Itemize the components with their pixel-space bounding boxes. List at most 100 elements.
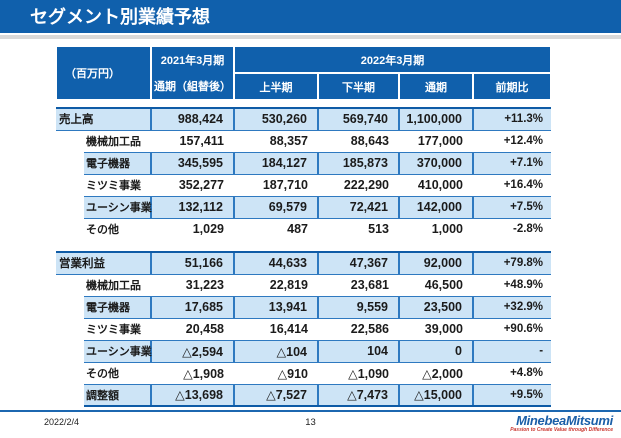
cell-value: 569,740 (317, 107, 399, 131)
col-header-fy: 通期 (398, 72, 474, 101)
row-indent (56, 130, 84, 152)
row-indent (56, 152, 84, 174)
unit-header: （百万円） (55, 45, 152, 101)
cell-value: 46,500 (399, 274, 473, 297)
cell-value: 157,411 (151, 130, 234, 153)
fy2022-header: 2022年3月期 (232, 45, 553, 74)
footer-date: 2022/2/4 (44, 417, 80, 427)
section-gap (56, 240, 552, 252)
cell-value: 184,127 (233, 152, 318, 175)
header-row-1: （百万円） 2021年3月期 通期（組替後） 2022年3月期 (55, 45, 553, 101)
title-banner: セグメント別業績予想 (0, 0, 621, 33)
cell-value: 22,819 (234, 274, 318, 297)
cell-value: 513 (368, 222, 389, 237)
cell-value: 44,633 (233, 251, 318, 275)
table-row: その他 △1,908 △910 △1,090 △2,000 +4.8% (56, 362, 552, 385)
table-row: 機械加工品 31,223 22,819 23,681 46,500 +48.9% (56, 274, 552, 297)
table-row: 売上高 988,424 530,260 569,740 1,100,000 +11.3% (56, 107, 552, 131)
row-label: 機械加工品 (84, 130, 151, 153)
table-row: ユーシン事業 132,112 69,579 72,421 142,000 +7.5% (56, 196, 552, 219)
banner-shadow (0, 35, 621, 39)
cell-value: 47,367 (317, 251, 399, 275)
cell-value: 410,000 (399, 174, 473, 197)
table-row: ミツミ事業 20,458 16,414 22,586 39,000 +90.6% (56, 318, 552, 341)
cell-value: △1,908 (151, 362, 234, 385)
cell-value: 72,421 (317, 196, 399, 219)
row-label: ミツミ事業 (84, 174, 151, 197)
cell-yoy: +9.5% (471, 384, 552, 407)
row-indent (56, 196, 84, 218)
cell-yoy: +7.5% (471, 196, 552, 219)
cell-value: 370,000 (398, 152, 473, 175)
logo-wordmark: MinebeaMitsumi (516, 413, 613, 428)
table-row: ミツミ事業 352,277 187,710 222,290 410,000 +16.4% (56, 174, 552, 197)
cell-value: 1,029 (192, 222, 224, 237)
row-indent (56, 340, 84, 362)
cell-value: 92,000 (398, 251, 473, 275)
row-indent (56, 296, 84, 318)
col-header-yoy: 前期比 (471, 72, 553, 101)
row-label: ミツミ事業 (84, 318, 151, 341)
cell-value: 177,000 (399, 130, 473, 153)
cell-value: 88,357 (234, 130, 318, 153)
cell-yoy: +48.9% (473, 274, 552, 297)
row-label: 売上高 (56, 107, 151, 131)
table-row: その他 1,029 487 513 1,000 -2.8% (56, 218, 551, 240)
row-indent (56, 218, 84, 240)
page-title: セグメント別業績予想 (30, 7, 210, 27)
cell-value: 530,260 (233, 107, 318, 131)
cell-yoy: +7.1% (471, 152, 552, 175)
col-header-h1: 上半期 (233, 72, 319, 101)
footer-divider (0, 410, 621, 412)
cell-value: 22,586 (318, 318, 399, 341)
cell-value: 487 (287, 222, 308, 237)
cell-value: △7,473 (317, 384, 399, 407)
cell-value: 104 (317, 340, 399, 363)
cell-value: △1,090 (318, 362, 399, 385)
col-header-h2: 下半期 (317, 72, 400, 101)
row-label: 機械加工品 (84, 274, 151, 297)
row-indent (56, 384, 84, 406)
cell-value: △104 (233, 340, 318, 363)
row-indent (56, 362, 84, 384)
table-row: 電子機器 345,595 184,127 185,873 370,000 +7.1% (56, 152, 552, 175)
table-row: ユーシン事業 △2,594 △104 104 0- (56, 340, 552, 363)
cell-value: △13,698 (150, 384, 234, 407)
cell-value: 51,166 (150, 251, 234, 275)
row-label: ユーシン事業 (84, 340, 152, 363)
cell-value: 187,710 (234, 174, 318, 197)
row-label: 電子機器 (84, 152, 151, 175)
cell-value: 16,414 (234, 318, 318, 341)
header-gap (56, 100, 552, 108)
cell-value: △7,527 (233, 384, 318, 407)
cell-yoy: +16.4% (473, 174, 552, 197)
segment-forecast-table: （百万円） 2021年3月期 通期（組替後） 2022年3月期 上半期 下半期 … (55, 45, 553, 407)
row-indent (56, 174, 84, 196)
cell-value: 69,579 (233, 196, 318, 219)
cell-value: △910 (234, 362, 318, 385)
fy2021-header-stack: 2021年3月期 通期（組替後） (152, 47, 233, 99)
logo-tagline: Passion to Create Value through Differen… (510, 427, 613, 433)
page-number: 13 (305, 417, 316, 428)
cell-yoy: +90.6% (473, 318, 552, 341)
row-label: 電子機器 (84, 296, 151, 319)
cell-yoy: +4.8% (473, 362, 552, 385)
cell-value: △2,594 (150, 340, 234, 363)
cell-value: 1,000 (431, 222, 463, 237)
cell-yoy: -2.8% (512, 223, 544, 236)
cell-value: 9,559 (317, 296, 399, 319)
cell-value: 352,277 (151, 174, 234, 197)
cell-value: △15,000 (398, 384, 473, 407)
cell-value: 88,643 (318, 130, 399, 153)
cell-value: 31,223 (151, 274, 234, 297)
cell-value: 13,941 (233, 296, 318, 319)
cell-yoy: +12.4% (473, 130, 552, 153)
cell-value: 39,000 (399, 318, 473, 341)
row-indent (56, 274, 84, 296)
header-row-2: 上半期 下半期 通期 前期比 (56, 72, 553, 101)
cell-value: 23,681 (318, 274, 399, 297)
table-header: （百万円） 2021年3月期 通期（組替後） 2022年3月期 上半期 下半期 … (55, 45, 553, 101)
row-label: ユーシン事業 (84, 196, 152, 219)
row-label: 調整額 (84, 384, 151, 407)
